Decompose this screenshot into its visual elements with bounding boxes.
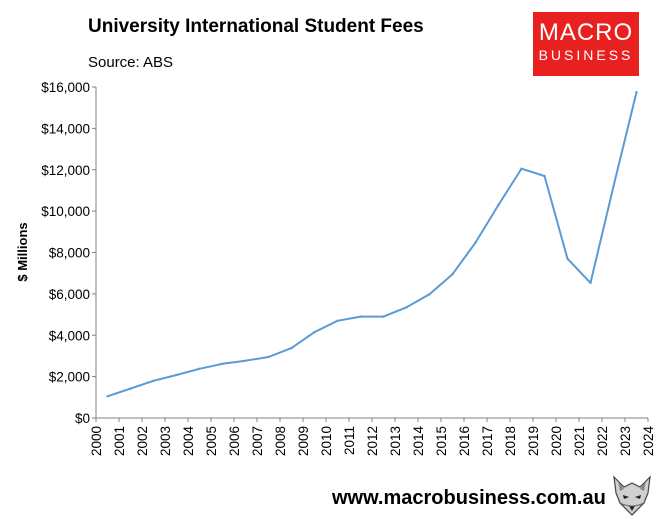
x-tick-label: 2013 <box>388 426 403 456</box>
data-point <box>244 359 247 362</box>
x-tick-label: 2010 <box>319 426 334 456</box>
data-point <box>428 293 431 296</box>
x-tick-label: 2002 <box>135 426 150 456</box>
x-tick-label: 2021 <box>572 426 587 456</box>
y-tick-label: $8,000 <box>49 246 90 261</box>
data-point <box>520 167 523 170</box>
data-point <box>451 273 454 276</box>
chart-area: $0 $2,000 $4,000 $6,000 $8,000 $10,000 $12,000… <box>15 80 656 457</box>
series-layer <box>106 90 638 398</box>
x-tick-label: 2016 <box>457 426 472 456</box>
x-tick-label: 2014 <box>411 426 426 457</box>
y-tick-label: $2,000 <box>49 370 90 385</box>
x-tick-label: 2006 <box>227 426 242 456</box>
x-tick-label: 2008 <box>273 426 288 456</box>
x-tick-label: 2003 <box>158 426 173 456</box>
data-point <box>612 185 615 188</box>
x-tick-label: 2020 <box>549 426 564 456</box>
x-tick-label: 2017 <box>480 426 495 456</box>
data-point <box>543 174 546 178</box>
y-axis-tick-labels: $0 $2,000 $4,000 $6,000 $8,000 $10,000 $12,000… <box>41 80 90 426</box>
chart-title: University International Student Fees <box>88 16 424 37</box>
data-point <box>566 257 569 260</box>
x-tick-label: 2011 <box>342 426 357 455</box>
y-tick-label: $12,000 <box>41 163 90 178</box>
x-tick-label: 2018 <box>503 426 518 456</box>
x-tick-label: 2009 <box>296 426 311 456</box>
x-tick-label: 2001 <box>112 426 127 456</box>
y-tick-label: $10,000 <box>41 204 90 219</box>
data-point <box>474 241 477 244</box>
data-point <box>359 315 362 318</box>
data-point <box>129 387 132 390</box>
data-point <box>497 203 500 207</box>
y-axis-label: $ Millions <box>15 222 30 281</box>
y-tick-label: $6,000 <box>49 287 90 302</box>
footer-url[interactable]: www.macrobusiness.com.au <box>332 487 606 509</box>
x-tick-label: 2024 <box>641 426 656 457</box>
x-tick-label: 2015 <box>434 426 449 456</box>
data-point <box>382 315 385 318</box>
data-point <box>198 367 201 370</box>
data-point <box>267 355 270 359</box>
data-point <box>175 373 178 377</box>
x-tick-label: 2005 <box>204 426 219 456</box>
data-point <box>405 306 408 309</box>
x-tick-label: 2019 <box>526 426 541 456</box>
y-tick-label: $0 <box>75 411 90 426</box>
chart-axes <box>92 86 649 422</box>
data-point <box>635 90 638 94</box>
data-point <box>313 330 316 334</box>
x-axis-tick-labels: 2000 2001 2002 2003 2004 2005 2006 2007 2008 2009… <box>89 426 656 457</box>
data-point <box>336 319 339 322</box>
fox-icon <box>613 475 651 516</box>
x-tick-label: 2023 <box>618 426 633 456</box>
x-tick-label: 2004 <box>181 426 196 457</box>
data-point <box>589 281 592 285</box>
data-point <box>221 362 224 365</box>
data-point <box>152 379 155 382</box>
y-tick-label: $4,000 <box>49 328 90 343</box>
y-tick-label: $16,000 <box>41 80 90 95</box>
macrobusiness-logo[interactable]: MACRO BUSINESS <box>533 12 639 76</box>
x-tick-label: 2012 <box>365 426 380 456</box>
chart-source: Source: ABS <box>88 54 174 71</box>
x-tick-label: 2022 <box>595 426 610 456</box>
x-tick-label: 2007 <box>250 426 265 456</box>
data-point <box>290 346 293 350</box>
y-tick-label: $14,000 <box>41 121 90 136</box>
logo-line-1: MACRO <box>538 19 634 46</box>
logo-line-2: BUSINESS <box>538 47 634 63</box>
x-tick-label: 2000 <box>89 426 104 456</box>
series-line <box>107 91 638 398</box>
data-point <box>106 395 109 398</box>
